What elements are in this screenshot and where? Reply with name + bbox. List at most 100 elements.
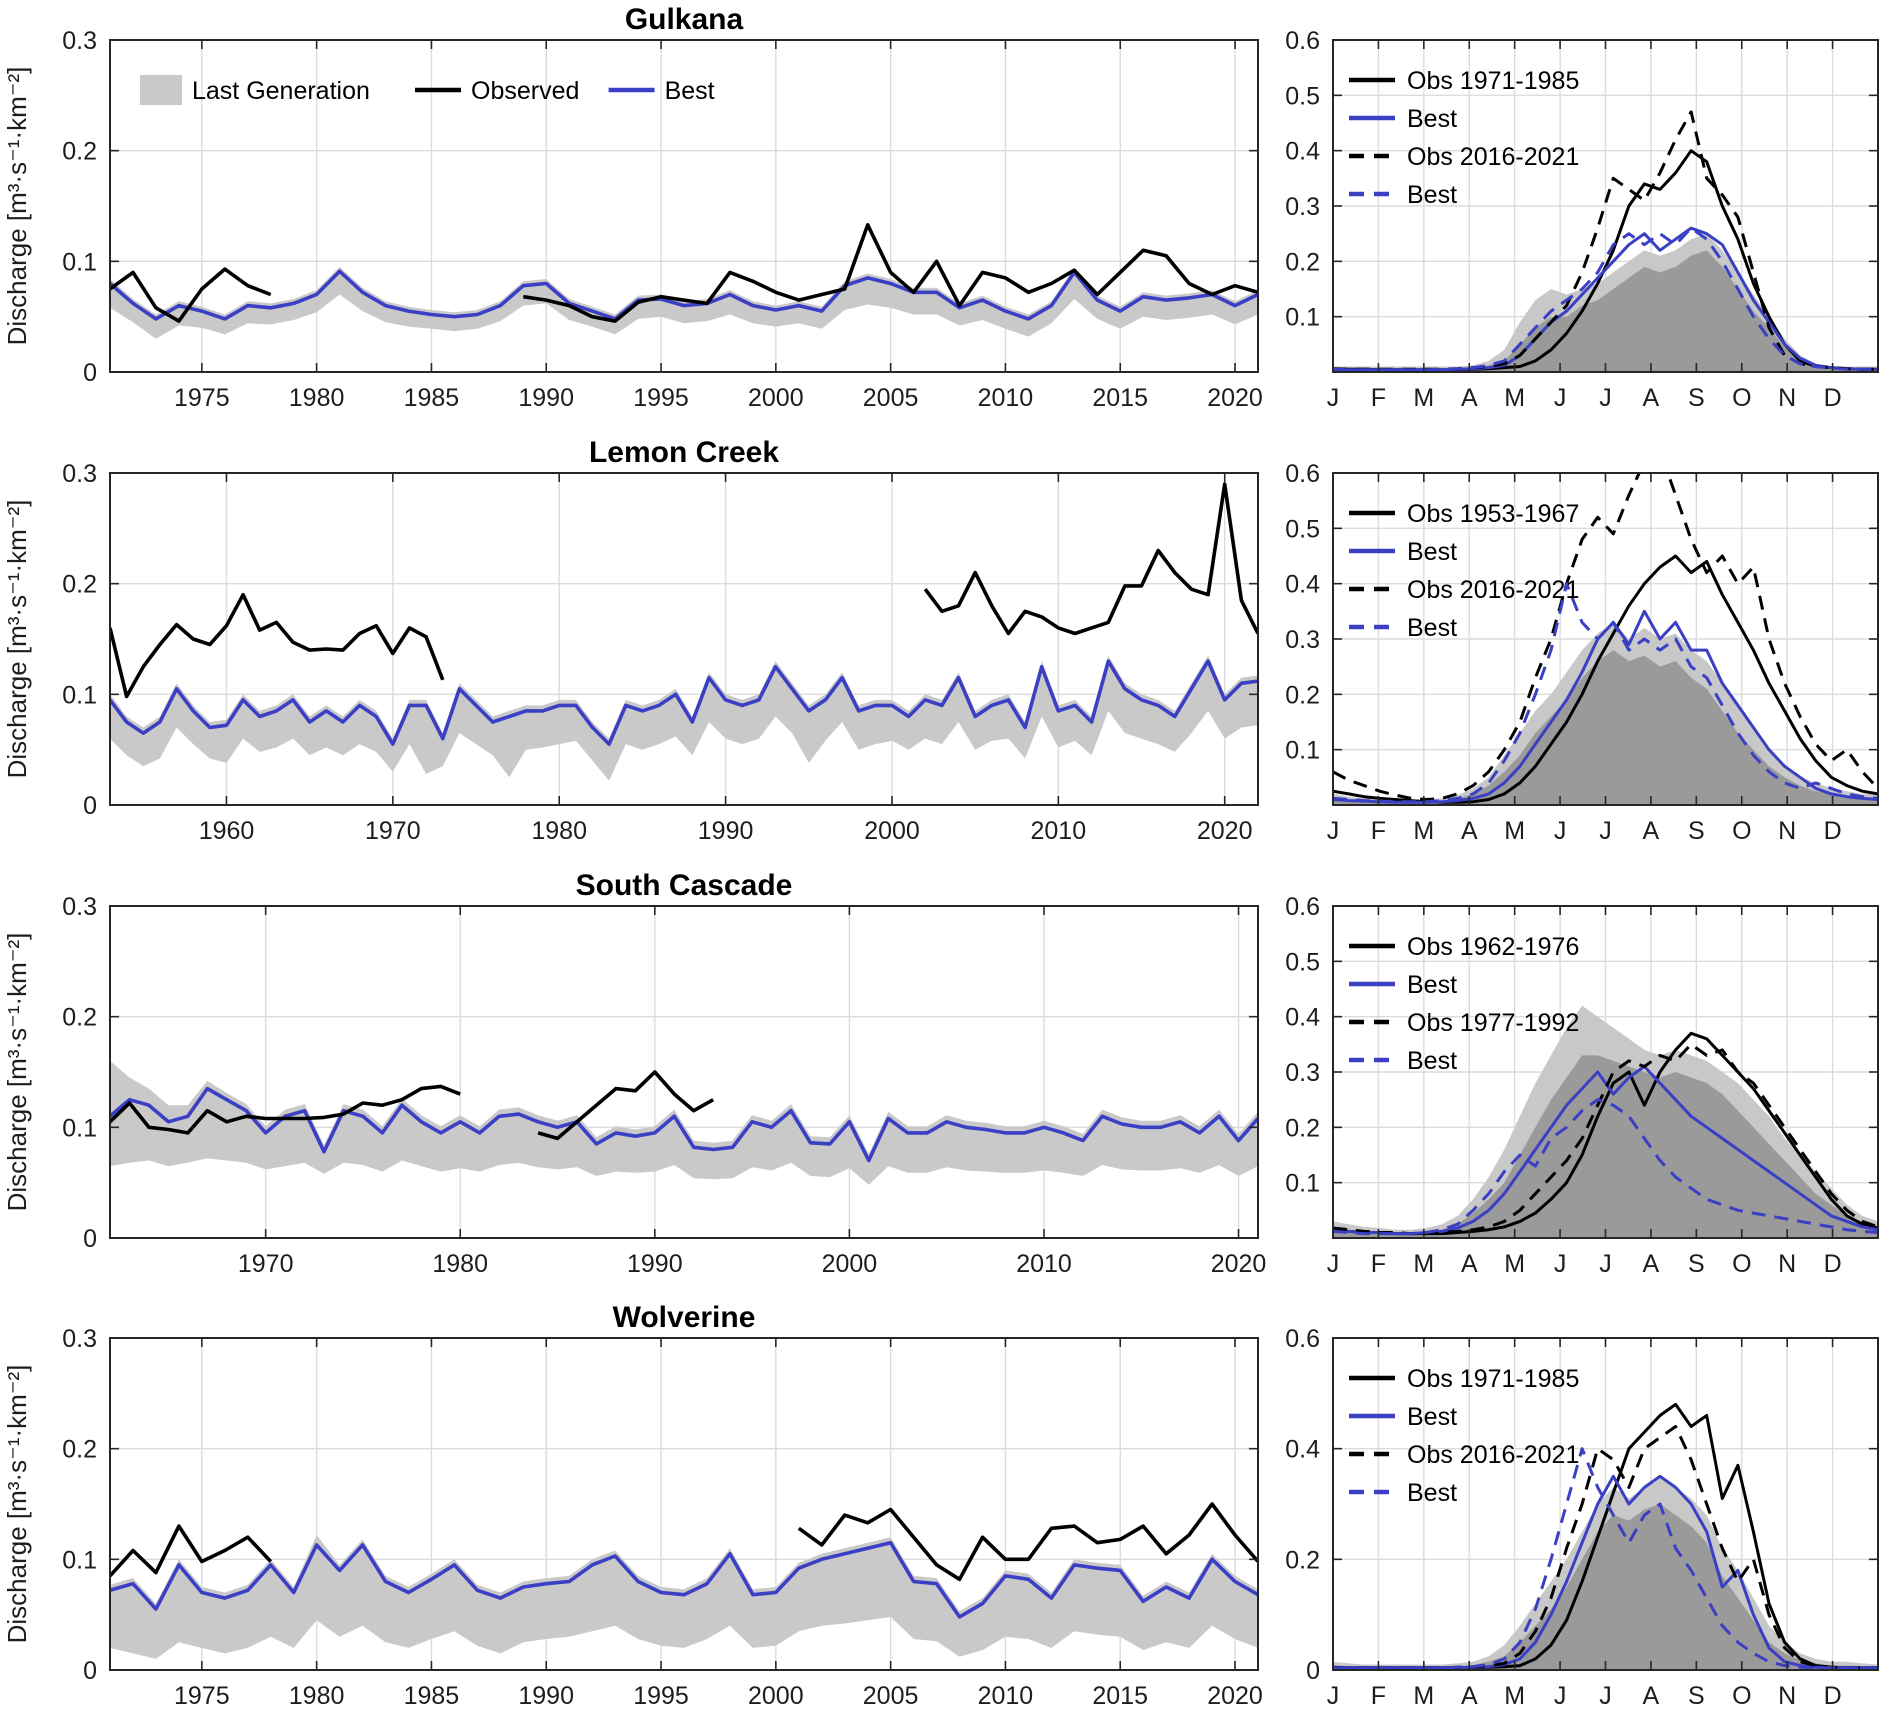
svg-text:M: M: [1413, 1682, 1434, 1710]
svg-text:0.2: 0.2: [1285, 1546, 1320, 1574]
svg-text:2020: 2020: [1207, 384, 1263, 412]
svg-text:0.2: 0.2: [62, 138, 97, 166]
svg-text:A: A: [1461, 384, 1478, 412]
svg-text:0.3: 0.3: [62, 893, 97, 921]
svg-text:0.2: 0.2: [62, 571, 97, 599]
last-generation-band: [110, 266, 1258, 339]
best-line: [110, 659, 1258, 746]
svg-text:0.2: 0.2: [1285, 248, 1320, 276]
best-line: [110, 1540, 1258, 1619]
svg-text:M: M: [1504, 1250, 1525, 1278]
svg-text:2020: 2020: [1197, 817, 1253, 845]
svg-text:0.6: 0.6: [1285, 893, 1320, 921]
svg-text:0.5: 0.5: [1285, 515, 1320, 543]
tick-labels: 1960 1970 1980 1990 2000 2010 2020 0 0.1 0.2 0.3: [62, 460, 1252, 845]
lemon-creek-annual-chart: 1960 1970 1980 1990 2000 2010 2020 0 0.1 0.2 0.3 Le…: [0, 433, 1270, 866]
svg-text:M: M: [1413, 384, 1434, 412]
svg-text:J: J: [1327, 1250, 1340, 1278]
best-line: [110, 269, 1258, 321]
observed-line-late: [523, 223, 1258, 323]
svg-text:2010: 2010: [1030, 817, 1086, 845]
svg-text:A: A: [1643, 1250, 1660, 1278]
plot-border: [109, 472, 1259, 806]
legend: Last Generation Observed Best: [140, 75, 715, 105]
wolverine-annual-svg: 1975 1980 1985 1990 1995 2000 2005 2010 2015 2020…: [2, 1301, 1263, 1710]
spread-dark-band: [1333, 650, 1878, 805]
svg-text:A: A: [1643, 1682, 1660, 1710]
gulkana-seasonal-chart: J F M A M J J A S O N D 0.1 0.2 0.3 0.4 0.5 0.6 Obs 1971-1…: [1270, 0, 1892, 433]
svg-text:0.1: 0.1: [62, 248, 97, 276]
svg-text:J: J: [1599, 384, 1612, 412]
observed-line-early: [110, 592, 445, 699]
svg-text:0.4: 0.4: [1285, 571, 1320, 599]
svg-text:2020: 2020: [1207, 1682, 1263, 1710]
svg-text:0: 0: [83, 1225, 97, 1253]
south-cascade-seasonal-chart: J F M A M J J A S O N D 0.1 0.2 0.3 0.4 0.5 0.6 Obs 1962-1…: [1270, 866, 1892, 1299]
tick-labels: J F M A M J J A S O N D0.10.20.30.40.50.6: [1285, 893, 1841, 1278]
svg-text:1995: 1995: [633, 1682, 689, 1710]
best-late-line: [1333, 1098, 1878, 1236]
svg-text:A: A: [1643, 817, 1660, 845]
tick-marks: [110, 472, 1258, 806]
svg-text:1980: 1980: [289, 1682, 345, 1710]
svg-text:A: A: [1461, 1682, 1478, 1710]
svg-text:2000: 2000: [822, 1250, 878, 1278]
row-south-cascade: 1970 1980 1990 2000 2010 2020 0 0.1 0.2 0.3 South …: [0, 866, 1892, 1299]
svg-text:0.3: 0.3: [1285, 626, 1320, 654]
tick-marks: [1332, 905, 1879, 1238]
svg-text:J: J: [1554, 1250, 1567, 1278]
svg-text:2010: 2010: [978, 384, 1034, 412]
tick-marks: [110, 1337, 1258, 1671]
svg-text:M: M: [1413, 1250, 1434, 1278]
svg-text:A: A: [1461, 817, 1478, 845]
y-axis-label: Discharge [m³·s⁻¹·km⁻²]: [2, 1365, 32, 1644]
svg-text:0.2: 0.2: [1285, 681, 1320, 709]
svg-text:J: J: [1554, 384, 1567, 412]
legend-label: Best: [1407, 105, 1457, 133]
lemoncreek-annual-svg: 1960 1970 1980 1990 2000 2010 2020 0 0.1 0.2 0.3 Le…: [2, 436, 1259, 845]
svg-text:1990: 1990: [627, 1250, 683, 1278]
svg-text:N: N: [1778, 1250, 1796, 1278]
svg-text:0.4: 0.4: [1285, 1004, 1320, 1032]
legend-label: Best: [1407, 971, 1457, 999]
svg-text:2000: 2000: [864, 817, 920, 845]
svg-text:0: 0: [83, 792, 97, 820]
row-gulkana: 1975 1980 1985 1990 1995 2000 2005 2010 2015 2020…: [0, 0, 1892, 433]
svg-text:0.6: 0.6: [1285, 27, 1320, 55]
svg-text:1980: 1980: [432, 1250, 488, 1278]
svg-text:1980: 1980: [531, 817, 587, 845]
svg-text:1985: 1985: [404, 1682, 460, 1710]
legend-label: Observed: [471, 77, 579, 105]
svg-text:O: O: [1732, 1682, 1751, 1710]
legend: Obs 1962-1976 Best Obs 1977-1992 Best: [1349, 933, 1579, 1075]
svg-text:0.2: 0.2: [62, 1004, 97, 1032]
svg-text:1970: 1970: [238, 1250, 294, 1278]
y-axis-label: Discharge [m³·s⁻¹·km⁻²]: [2, 67, 32, 346]
gridlines: [110, 473, 1258, 805]
last-generation-band: [110, 655, 1258, 781]
svg-text:2020: 2020: [1211, 1250, 1267, 1278]
obs-late-line: [1333, 1425, 1878, 1670]
spread-dark-band: [1333, 1504, 1878, 1670]
legend-label: Best: [665, 77, 715, 105]
tick-labels: J F M A M J J A S O N D0.10.20.30.40.50.6: [1285, 460, 1841, 845]
svg-text:J: J: [1599, 1250, 1612, 1278]
svg-text:J: J: [1327, 384, 1340, 412]
svg-text:2010: 2010: [1016, 1250, 1072, 1278]
svg-text:1975: 1975: [174, 1682, 230, 1710]
svg-text:1990: 1990: [518, 384, 574, 412]
svg-text:2005: 2005: [863, 1682, 919, 1710]
svg-text:D: D: [1824, 384, 1842, 412]
tick-labels: 1975 1980 1985 1990 1995 2000 2005 2010 2015 2020…: [62, 27, 1263, 412]
plot-border: [109, 39, 1259, 373]
svg-text:N: N: [1778, 384, 1796, 412]
svg-text:J: J: [1327, 817, 1340, 845]
svg-text:M: M: [1504, 817, 1525, 845]
svg-text:0.3: 0.3: [62, 1325, 97, 1353]
svg-text:2005: 2005: [863, 384, 919, 412]
svg-text:0.1: 0.1: [1285, 737, 1320, 765]
legend-label: Obs 2016-2021: [1407, 143, 1579, 171]
svg-text:D: D: [1824, 1682, 1842, 1710]
